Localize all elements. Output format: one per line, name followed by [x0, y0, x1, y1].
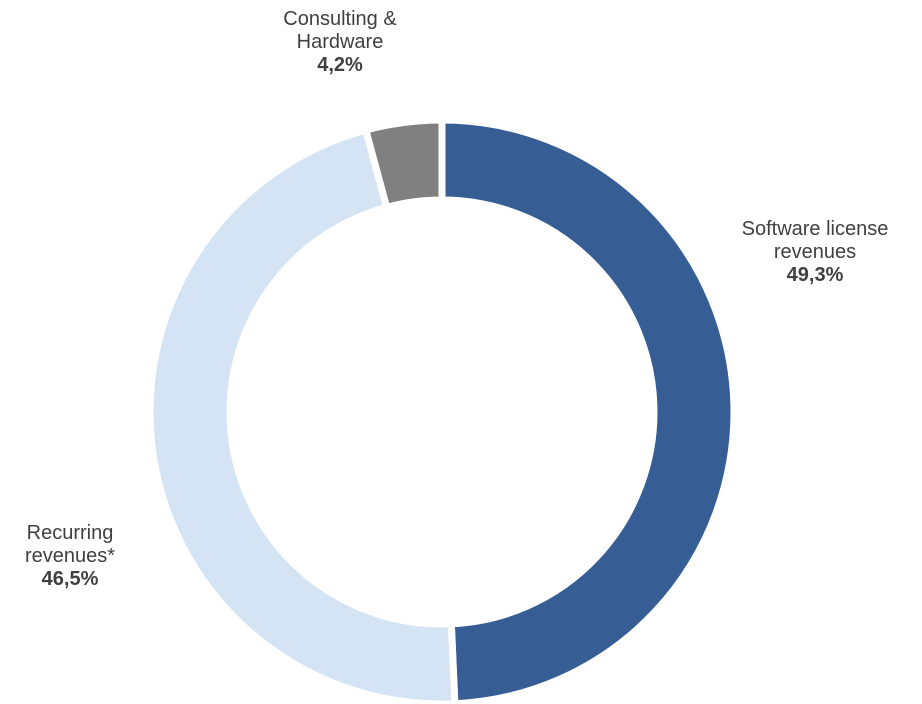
donut-segment	[361, 116, 446, 212]
donut-segment	[438, 116, 738, 704]
category-label: Recurring revenues*	[24, 522, 116, 567]
value-label: 4,2%	[317, 54, 363, 76]
donut-segment	[146, 125, 459, 704]
slice-label: Software license revenues 49,3%	[708, 218, 922, 287]
category-label: Software license revenues	[741, 218, 889, 263]
slice-label: Recurring revenues* 46,5%	[5, 522, 135, 591]
category-label: Consulting & Hardware	[283, 8, 397, 53]
slice-label: Consulting & Hardware 4,2%	[260, 8, 420, 77]
value-label: 46,5%	[41, 568, 99, 590]
value-label: 49,3%	[786, 264, 844, 286]
